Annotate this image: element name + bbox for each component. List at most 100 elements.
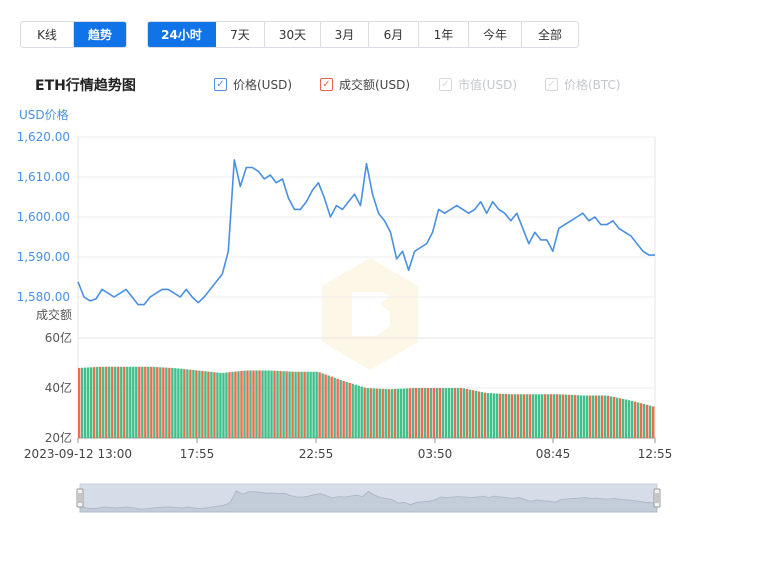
legend-label: 市值(USD) [458,78,518,92]
range-6m-button[interactable]: 6月 [369,22,419,47]
volume-bar [516,394,520,438]
x-tick-label: 08:45 [536,447,571,461]
volume-bar [216,372,219,438]
volume-bar [309,371,312,438]
volume-bar [258,370,261,438]
volume-bar [81,367,84,438]
volume-bar [285,371,288,438]
volume-bar [504,394,508,438]
volume-bar [642,404,646,438]
volume-bar [117,366,120,438]
volume-bar [159,367,162,438]
volume-bar [357,385,360,438]
volume-bar [369,388,372,438]
volume-series [78,366,655,438]
volume-bar [597,395,601,438]
volume-bar [390,389,393,438]
volume-bar [330,376,333,438]
range-24h-button[interactable]: 24小时 [148,22,216,47]
volume-bar [93,367,96,438]
volume-bar [618,398,622,438]
volume-bar [351,383,354,438]
volume-bar [339,379,342,438]
legend-price-usd[interactable]: ✓ 价格(USD) [214,76,292,93]
volume-bar [270,370,273,438]
volume-bar [579,395,583,438]
volume-bar [507,394,511,438]
range-30d-button[interactable]: 30天 [265,22,321,47]
volume-tick-label: 40亿 [45,380,72,395]
volume-bar [264,370,267,438]
legend-price-btc[interactable]: ✓ 价格(BTC) [545,76,621,93]
volume-bar [171,367,174,438]
volume-bar [534,394,538,438]
range-7d-button[interactable]: 7天 [216,22,265,47]
volume-bar [282,371,285,438]
volume-bar [168,367,171,438]
volume-bar [225,372,228,438]
range-navigator[interactable] [76,483,661,513]
volume-bar [549,394,553,438]
volume-bar [573,395,577,438]
chart-title: ETH行情趋势图 [35,78,136,94]
volume-bar [120,366,123,438]
volume-bar [429,388,433,438]
kline-button[interactable]: K线 [21,22,74,47]
price-tick-label: 1,580.00 [17,290,70,304]
volume-axis-label: 成交额 [36,307,72,322]
volume-bar [627,400,631,438]
volume-bar [483,392,487,438]
legend-label: 成交额(USD) [339,78,411,92]
range-1y-button[interactable]: 1年 [419,22,469,47]
volume-bar [501,393,505,438]
volume-y-axis: 成交额 60亿 40亿 20亿 [36,307,72,445]
volume-bar [489,393,493,438]
volume-bar [477,391,481,438]
volume-tick-label: 20亿 [45,430,72,445]
volume-bar [519,394,523,438]
legend-marketcap-usd[interactable]: ✓ 市值(USD) [439,76,517,93]
volume-bar [318,372,321,438]
volume-bar [588,395,592,438]
range-ytd-button[interactable]: 今年 [469,22,522,47]
volume-bar [480,392,484,438]
trend-button[interactable]: 趋势 [74,22,126,47]
volume-bar [375,388,378,438]
volume-bar [615,397,619,438]
volume-bar [276,370,279,438]
volume-bar [114,366,117,438]
volume-bar [177,368,180,438]
volume-bar [552,394,556,438]
volume-bar [348,382,351,438]
x-axis: 2023-09-12 13:00 17:55 22:55 03:50 08:45 12:5… [24,437,672,461]
navigator-handle [76,488,84,508]
volume-bar [342,380,345,438]
volume-bar [465,388,469,438]
price-tick-label: 1,600.00 [17,210,70,224]
volume-bar [102,366,105,438]
volume-bar [405,388,408,438]
volume-bar [192,370,195,438]
volume-bar [300,371,303,438]
navigator-handle [653,488,661,508]
range-3m-button[interactable]: 3月 [321,22,369,47]
volume-bar [411,388,414,438]
volume-bar [450,388,454,438]
volume-bar [315,371,318,438]
x-tick-label: 22:55 [299,447,334,461]
volume-bar [567,394,571,438]
volume-bar [402,388,405,438]
volume-bar [531,394,535,438]
volume-bar [306,371,309,438]
checkbox-checked-icon: ✓ [439,78,452,91]
range-all-button[interactable]: 全部 [537,28,562,42]
volume-bar [432,388,436,438]
volume-bar [162,367,165,438]
volume-bar [624,399,628,438]
volume-bar [456,388,460,438]
volume-bar [123,366,126,438]
volume-bar [198,370,201,438]
volume-bar [111,366,114,438]
checkbox-checked-icon: ✓ [214,78,227,91]
legend-volume-usd[interactable]: ✓ 成交额(USD) [320,76,410,93]
